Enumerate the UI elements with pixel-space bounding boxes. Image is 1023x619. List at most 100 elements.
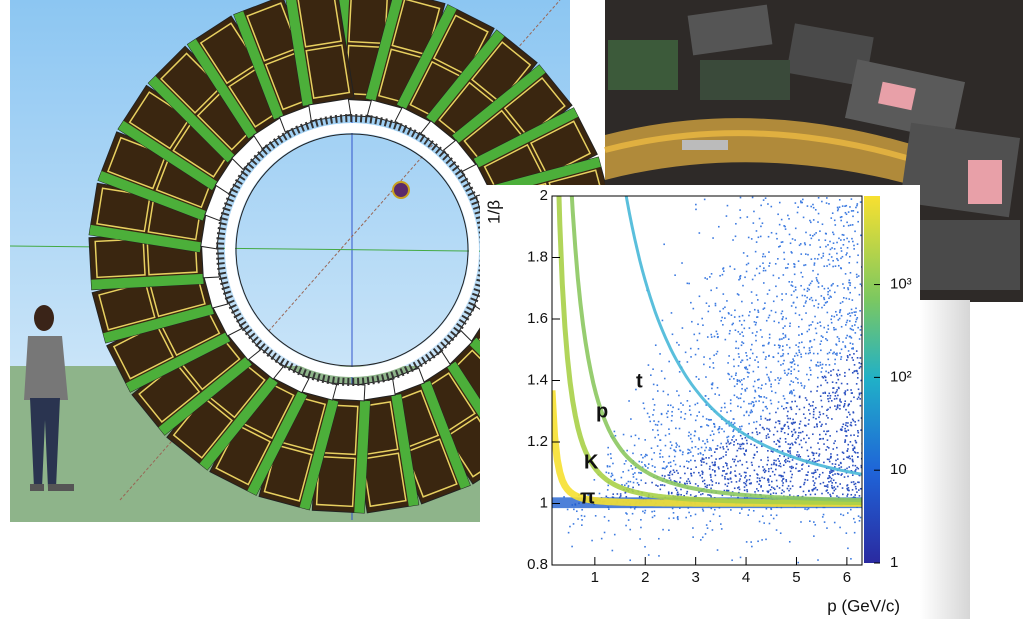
hit: [674, 456, 676, 458]
hit: [795, 286, 797, 288]
hit: [678, 395, 680, 397]
hit: [741, 341, 743, 343]
hit: [843, 297, 845, 299]
hit: [700, 453, 702, 455]
hit: [712, 529, 714, 531]
hit: [856, 319, 858, 321]
hit: [786, 344, 788, 346]
hit: [677, 518, 679, 520]
hit: [818, 460, 820, 462]
hit: [782, 485, 784, 487]
hit: [809, 520, 811, 522]
hit: [721, 428, 723, 430]
hit: [823, 443, 825, 445]
hit: [854, 364, 856, 366]
hit: [839, 483, 841, 485]
hit: [726, 443, 728, 445]
hit: [781, 293, 783, 295]
hit: [741, 324, 743, 326]
hit: [852, 372, 854, 374]
hit: [849, 414, 851, 416]
hit: [783, 408, 785, 410]
hit: [841, 383, 843, 385]
hit: [805, 253, 807, 255]
hit: [697, 402, 699, 404]
hit: [832, 266, 834, 268]
hit: [717, 337, 719, 339]
hit: [739, 444, 741, 446]
hit: [793, 263, 795, 265]
hit: [762, 515, 764, 517]
hit: [762, 410, 764, 412]
hit: [789, 450, 791, 452]
hit: [690, 302, 692, 304]
hit: [746, 541, 748, 543]
hit: [769, 419, 771, 421]
hit: [849, 282, 851, 284]
hit: [779, 446, 781, 448]
hit: [775, 493, 777, 495]
hit: [682, 404, 684, 406]
hit: [840, 258, 842, 260]
hit: [767, 434, 769, 436]
hit: [857, 262, 859, 264]
hit: [829, 461, 831, 463]
hit: [671, 411, 673, 413]
hit: [755, 335, 757, 337]
hit: [737, 450, 739, 452]
hit: [766, 408, 768, 410]
hit: [798, 370, 800, 372]
hit: [857, 430, 859, 432]
hit: [751, 464, 753, 466]
hit: [836, 447, 838, 449]
hit: [744, 367, 746, 369]
hit: [813, 484, 815, 486]
hit: [621, 477, 623, 479]
hit: [755, 324, 757, 326]
hit: [830, 480, 832, 482]
hit: [847, 287, 849, 289]
hit: [739, 333, 741, 335]
hit: [803, 387, 805, 389]
hit: [846, 468, 848, 470]
hit: [843, 423, 845, 425]
hit: [719, 458, 721, 460]
hit: [805, 302, 807, 304]
hit: [636, 478, 638, 480]
hit: [813, 488, 815, 490]
hit: [808, 423, 810, 425]
hit: [743, 342, 745, 344]
hit: [780, 355, 782, 357]
hit: [829, 397, 831, 399]
hit: [812, 204, 814, 206]
hit: [851, 309, 853, 311]
hit: [833, 369, 835, 371]
hit: [810, 206, 812, 208]
hit: [778, 475, 780, 477]
hit: [766, 374, 768, 376]
hit: [774, 427, 776, 429]
hit: [853, 248, 855, 250]
hit: [849, 320, 851, 322]
hit: [678, 446, 680, 448]
hit: [711, 455, 713, 457]
hit: [787, 443, 789, 445]
hit: [706, 418, 708, 420]
hit: [657, 485, 659, 487]
hit: [741, 464, 743, 466]
hit: [760, 226, 762, 228]
hit: [783, 395, 785, 397]
hit: [819, 421, 821, 423]
band-label: t: [636, 370, 643, 392]
hit: [839, 352, 841, 354]
hit: [763, 396, 765, 398]
hit: [828, 328, 830, 330]
hit: [852, 465, 854, 467]
hit: [831, 482, 833, 484]
hit: [642, 457, 644, 459]
hit: [836, 398, 838, 400]
hit: [788, 451, 790, 453]
hit: [856, 383, 858, 385]
hit: [712, 440, 714, 442]
hit: [632, 468, 634, 470]
